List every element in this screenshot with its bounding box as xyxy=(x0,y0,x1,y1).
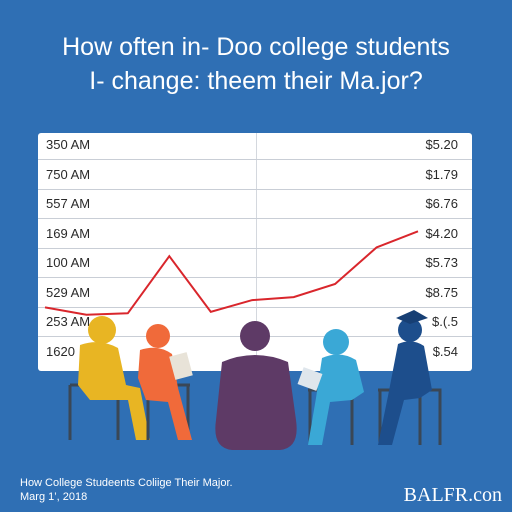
center-divider xyxy=(256,133,257,371)
caption: How College Studeents Coliige Their Majo… xyxy=(20,476,233,504)
title-line-1: How often in- Doo college students xyxy=(62,33,450,61)
person-yellow-body-icon xyxy=(78,342,150,440)
person-teal-body-icon xyxy=(308,354,364,445)
row-label-left: 750 AM xyxy=(46,166,91,182)
row-label-right: $.54 xyxy=(432,343,458,359)
row-label-right: $8.75 xyxy=(425,284,458,300)
paper-icon xyxy=(169,352,193,380)
chart-title: How often in- Doo college students I- ch… xyxy=(10,30,502,98)
row-label-right: $6.76 xyxy=(425,196,458,211)
row-divider xyxy=(38,188,472,190)
caption-line-1: How College Studeents Coliige Their Majo… xyxy=(20,477,233,489)
row-divider xyxy=(38,306,472,308)
row-divider xyxy=(38,247,472,249)
row-label-right: $1.79 xyxy=(425,166,458,182)
row-divider xyxy=(38,159,472,160)
person-navy-body-icon xyxy=(378,341,432,445)
graduation-cap-icon xyxy=(396,310,428,324)
brand-logo: BALFR.con xyxy=(403,484,502,506)
row-label-right: $5.20 xyxy=(425,137,458,152)
person-yellow-head-icon xyxy=(88,316,116,344)
row-label-left: 557 AM xyxy=(46,196,91,211)
row-label-right: $5.73 xyxy=(425,255,458,270)
row-label-left: 529 AM xyxy=(46,284,91,300)
person-orange-body-icon xyxy=(138,347,192,440)
row-label-left: 350 AM xyxy=(46,137,91,152)
row-label-right: $.(.5 xyxy=(431,314,458,329)
row-divider xyxy=(38,277,472,278)
row-divider xyxy=(38,218,472,219)
person-teal-head-icon xyxy=(323,329,349,355)
paper-icon xyxy=(297,367,323,391)
row-label-right: $4.20 xyxy=(425,225,458,241)
row-label-left: 100 AM xyxy=(46,255,91,270)
title-line-2: I- change: theem their Ma.jor? xyxy=(89,67,423,95)
person-purple-head-icon xyxy=(240,321,270,351)
series-line xyxy=(44,230,419,316)
caption-line-2: Marg 1’, 2018 xyxy=(20,491,88,503)
row-label-left: 1620 xyxy=(46,343,75,359)
person-purple-body-icon xyxy=(215,355,297,450)
person-navy-head-icon xyxy=(398,318,422,342)
person-orange-head-icon xyxy=(146,324,170,348)
row-label-left: 253 AM xyxy=(46,314,91,329)
row-label-left: 169 AM xyxy=(46,225,91,241)
